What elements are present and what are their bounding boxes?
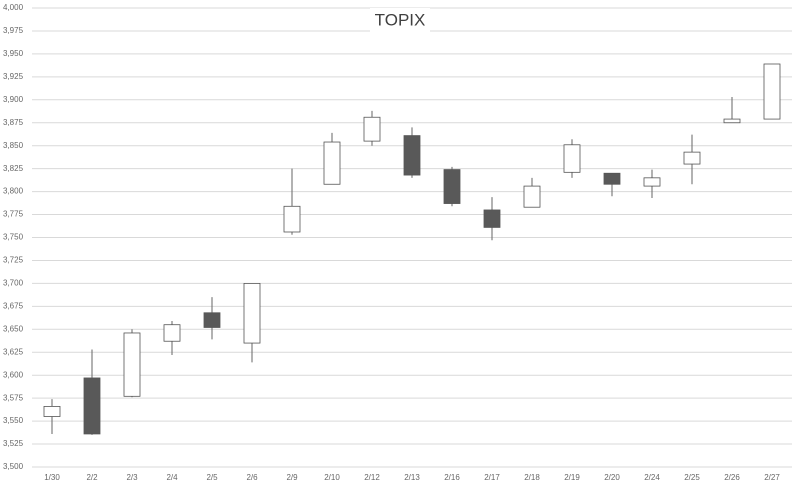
y-tick-label: 3,825 [3, 164, 24, 173]
up-body [123, 332, 141, 397]
x-tick-label: 2/5 [206, 473, 218, 482]
x-tick-label: 1/30 [44, 473, 60, 482]
x-tick-label: 2/24 [644, 473, 660, 482]
y-tick-label: 3,575 [3, 393, 24, 402]
x-tick-label: 2/19 [564, 473, 580, 482]
y-tick-label: 3,900 [3, 95, 24, 104]
down-body [603, 172, 621, 185]
up-body [43, 406, 61, 417]
up-body [163, 324, 181, 342]
x-tick-label: 2/4 [166, 473, 178, 482]
up-body [283, 205, 301, 233]
y-tick-label: 3,800 [3, 187, 24, 196]
up-body [643, 177, 661, 187]
y-tick-label: 3,550 [3, 416, 24, 425]
y-tick-label: 4,000 [3, 3, 24, 12]
title-background [370, 8, 430, 34]
up-body [363, 116, 381, 142]
x-tick-label: 2/2 [86, 473, 98, 482]
x-tick-label: 2/12 [364, 473, 380, 482]
up-body [523, 185, 541, 208]
up-body [323, 141, 341, 185]
x-tick-label: 2/25 [684, 473, 700, 482]
x-tick-label: 2/17 [484, 473, 500, 482]
x-tick-label: 2/9 [286, 473, 298, 482]
y-tick-label: 3,925 [3, 72, 24, 81]
y-tick-label: 3,600 [3, 370, 24, 379]
up-body [683, 151, 701, 165]
down-body [83, 377, 101, 435]
x-tick-label: 2/16 [444, 473, 460, 482]
x-tick-label: 2/20 [604, 473, 620, 482]
down-body [203, 312, 221, 328]
x-tick-label: 2/18 [524, 473, 540, 482]
up-body [243, 282, 261, 344]
y-tick-label: 3,850 [3, 141, 24, 150]
x-tick-label: 2/13 [404, 473, 420, 482]
x-tick-label: 2/10 [324, 473, 340, 482]
y-tick-label: 3,650 [3, 324, 24, 333]
y-tick-label: 3,675 [3, 301, 24, 310]
y-tick-label: 3,500 [3, 462, 24, 471]
up-body [763, 63, 781, 120]
down-body [483, 209, 501, 228]
y-tick-label: 3,725 [3, 256, 24, 265]
y-tick-label: 3,700 [3, 279, 24, 288]
up-body [723, 118, 741, 124]
y-tick-label: 3,750 [3, 233, 24, 242]
down-body [403, 135, 421, 176]
x-tick-label: 2/3 [126, 473, 138, 482]
y-tick-label: 3,775 [3, 210, 24, 219]
down-body [443, 169, 461, 204]
x-tick-label: 2/27 [764, 473, 780, 482]
x-tick-label: 2/26 [724, 473, 740, 482]
y-tick-label: 3,975 [3, 26, 24, 35]
y-tick-label: 3,950 [3, 49, 24, 58]
y-tick-label: 3,625 [3, 347, 24, 356]
y-tick-label: 3,875 [3, 118, 24, 127]
y-tick-label: 3,525 [3, 439, 24, 448]
chart-title: TOPIX [375, 10, 426, 29]
x-tick-label: 2/6 [246, 473, 258, 482]
up-body [563, 144, 581, 173]
